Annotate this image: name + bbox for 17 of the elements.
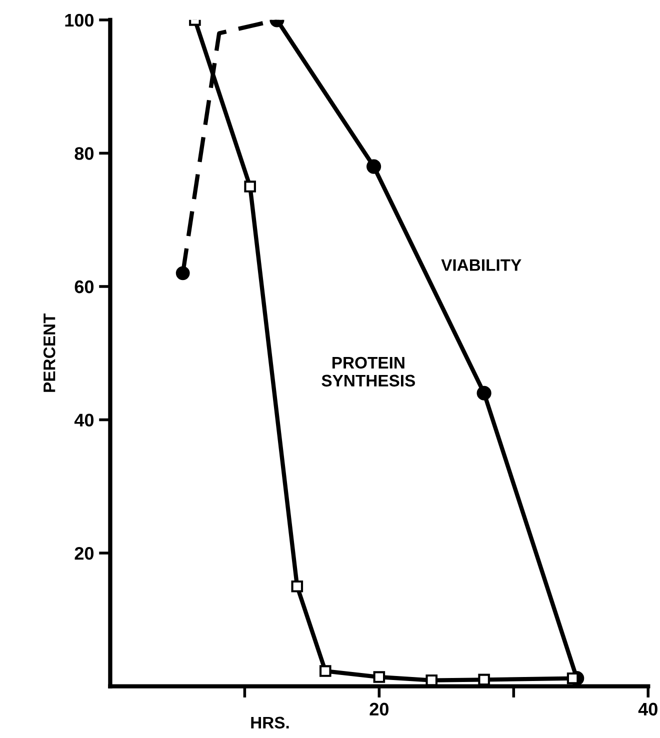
annotation: VIABILITY xyxy=(441,259,522,271)
y-tick-label: 40 xyxy=(74,414,94,426)
x-axis-title: HRS. xyxy=(251,716,289,729)
y-tick-label: 60 xyxy=(74,280,94,294)
point xyxy=(291,580,304,592)
point xyxy=(319,665,332,677)
y-tick-label: 20 xyxy=(74,546,94,560)
y-tick-label: 80 xyxy=(74,147,94,160)
point xyxy=(373,671,386,683)
y-tick-label: 100 xyxy=(65,14,94,27)
point xyxy=(244,180,256,192)
point xyxy=(478,674,490,686)
point xyxy=(176,266,190,280)
point xyxy=(476,386,492,400)
point xyxy=(366,159,382,174)
annotation: PROTEIN SYNTHESIS xyxy=(322,356,415,387)
y-axis-title: PERCENT xyxy=(43,313,56,392)
